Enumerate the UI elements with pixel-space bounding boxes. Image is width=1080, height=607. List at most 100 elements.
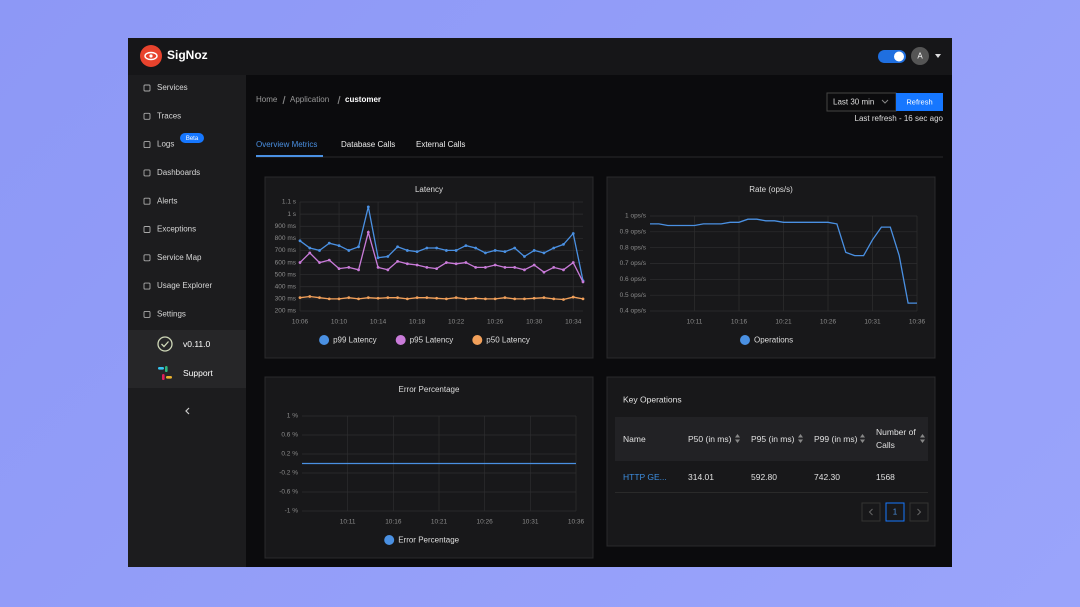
data-point <box>337 244 341 248</box>
nav-item[interactable]: Logs <box>157 140 174 149</box>
nav-icon <box>143 282 151 290</box>
nav-icon <box>143 84 151 92</box>
data-point <box>581 280 585 284</box>
logo-eye <box>144 51 158 61</box>
support-link[interactable]: Support <box>183 368 213 378</box>
tab[interactable]: Database Calls <box>341 140 395 149</box>
y-tick-label: 700 ms <box>275 247 297 254</box>
legend-swatch[interactable] <box>472 335 483 345</box>
data-point <box>308 295 312 298</box>
column-header[interactable]: P50 (in ms) <box>680 417 743 461</box>
y-tick-label: -1 % <box>285 508 299 515</box>
x-tick-label: 10:26 <box>820 319 837 326</box>
breadcrumb-item[interactable]: Home <box>256 95 278 104</box>
nav-item[interactable]: Service Map <box>157 253 202 262</box>
prev-page[interactable] <box>861 502 881 522</box>
data-point <box>571 295 575 299</box>
column-header[interactable]: Number of Calls <box>868 417 928 461</box>
page-button[interactable] <box>885 502 905 522</box>
data-point <box>298 261 302 264</box>
data-point <box>318 261 321 264</box>
error-panel <box>264 376 594 559</box>
nav-icon <box>143 226 151 233</box>
y-tick-label: 0.8 ops/s <box>620 244 647 251</box>
legend-label[interactable]: Error Percentage <box>398 536 459 545</box>
tab[interactable]: Overview Metrics <box>256 140 317 149</box>
nav-item[interactable]: Traces <box>157 111 181 120</box>
data-point <box>415 250 419 254</box>
toggle-knob <box>894 51 904 62</box>
data-point <box>484 251 487 255</box>
nav-item[interactable]: Exceptions <box>157 225 196 234</box>
x-tick-label: 10:36 <box>568 519 585 526</box>
avatar-caret[interactable] <box>935 54 941 58</box>
series-line <box>299 229 584 283</box>
page-number: 1 <box>893 508 898 517</box>
legend-label[interactable]: Operations <box>754 336 793 345</box>
y-tick-label: 600 ms <box>275 259 297 266</box>
data-point <box>366 205 370 209</box>
data-point <box>405 297 409 301</box>
tab[interactable]: External Calls <box>416 140 465 149</box>
data-point <box>435 296 439 300</box>
nav-item[interactable]: Alerts <box>157 196 177 205</box>
nav-item[interactable]: Services <box>157 83 188 92</box>
version: v0.11.0 <box>183 339 211 349</box>
x-tick-label: 10:26 <box>477 519 494 526</box>
nav-item[interactable]: Dashboards <box>157 168 200 177</box>
slack-part <box>158 367 164 370</box>
legend-swatch[interactable] <box>319 335 330 345</box>
legend-label[interactable]: p95 Latency <box>410 336 454 345</box>
y-tick-label: 0.4 ops/s <box>620 308 647 315</box>
data-point <box>347 266 351 269</box>
next-page[interactable] <box>909 502 929 522</box>
x-tick-label: 10:31 <box>522 519 539 526</box>
legend-swatch[interactable] <box>740 335 750 345</box>
y-tick-label: 400 ms <box>275 283 297 290</box>
data-point <box>357 245 360 249</box>
operation-name[interactable]: HTTP GE... <box>615 461 680 493</box>
column-header[interactable]: P95 (in ms) <box>743 417 806 461</box>
legend-label[interactable]: p99 Latency <box>333 336 377 345</box>
data-point <box>405 262 409 266</box>
sort-icon[interactable] <box>860 434 865 443</box>
data-point <box>513 246 517 250</box>
legend-label[interactable]: p50 Latency <box>486 336 530 345</box>
data-point <box>337 297 341 301</box>
x-tick-label: 10:26 <box>487 319 504 326</box>
legend-swatch[interactable] <box>395 335 406 345</box>
data-point <box>464 261 468 264</box>
column-header[interactable]: P99 (in ms) <box>806 417 868 461</box>
x-tick-label: 10:34 <box>565 319 582 326</box>
data-point <box>474 266 478 269</box>
key-operations-table: Name P50 (in ms) P95 (in ms) P99 (in ms)… <box>615 417 928 493</box>
slack-part <box>166 376 172 379</box>
y-tick-label: 0.6 ops/s <box>620 276 647 283</box>
breadcrumb-item[interactable]: Application <box>290 95 329 104</box>
data-point <box>562 298 565 301</box>
data-point <box>327 258 331 262</box>
collapse-button[interactable] <box>185 407 190 415</box>
nav-item[interactable]: Settings <box>157 310 186 319</box>
series-line <box>650 218 917 304</box>
x-tick-label: 10:36 <box>909 319 926 326</box>
column-label: P95 (in ms) <box>751 433 795 444</box>
beta-badge <box>180 133 204 143</box>
y-tick-label: 1 s <box>287 211 296 218</box>
sort-icon[interactable] <box>798 434 803 443</box>
cell: 592.80 <box>743 461 806 493</box>
y-tick-label: -0.6 % <box>279 489 298 496</box>
legend-swatch[interactable] <box>384 535 395 545</box>
chart-title: Error Percentage <box>399 385 460 394</box>
sort-icon[interactable] <box>920 434 925 443</box>
chart-title: Latency <box>415 185 443 194</box>
nav-item[interactable]: Usage Explorer <box>157 281 212 290</box>
data-point <box>571 232 575 235</box>
avatar[interactable] <box>911 47 929 65</box>
next-arrow <box>917 508 922 516</box>
data-point <box>376 296 380 300</box>
column-label: Number of Calls <box>876 427 916 450</box>
refresh-button[interactable] <box>896 93 943 111</box>
data-point <box>503 296 507 300</box>
sort-icon[interactable] <box>735 434 740 443</box>
